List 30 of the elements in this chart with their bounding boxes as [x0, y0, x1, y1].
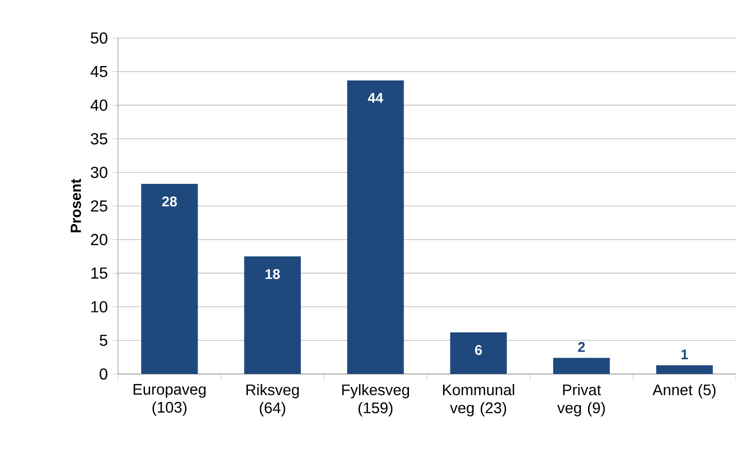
y-tick-label: 35	[90, 133, 108, 144]
x-tick-label: Kommunal veg (23)	[443, 384, 514, 416]
y-tick-label: 10	[91, 301, 108, 312]
y-tick-label: 25	[90, 200, 108, 212]
x-tick-label: Riksveg (64)	[246, 384, 299, 416]
x-tick-label: Annet (5)	[652, 384, 716, 398]
y-tick-label: 30	[90, 166, 108, 178]
bar	[141, 184, 198, 374]
data-label: 1	[681, 350, 688, 360]
bar	[553, 358, 610, 374]
data-label: 18	[266, 269, 280, 280]
x-tick-label: Fylkesveg (159)	[342, 384, 410, 416]
bar	[450, 332, 507, 374]
data-label: 28	[162, 196, 177, 206]
x-tick-label: Privat veg (9)	[557, 384, 605, 416]
y-tick-label: 15	[91, 268, 108, 279]
y-tick-label: 50	[90, 32, 108, 44]
data-label: 44	[368, 93, 384, 103]
bar	[347, 80, 404, 374]
data-label: 2	[578, 342, 585, 352]
x-tick-label: Europaveg (103)	[134, 384, 206, 416]
y-tick-label: 20	[90, 234, 108, 246]
data-label: 6	[475, 345, 482, 355]
bar	[656, 365, 713, 374]
bar	[244, 256, 301, 374]
y-tick-label: 0	[100, 368, 108, 380]
y-tick-label: 45	[90, 66, 108, 78]
y-axis-title: Prosent	[70, 178, 82, 232]
y-tick-label: 40	[90, 100, 108, 111]
y-tick-label: 5	[100, 334, 108, 346]
